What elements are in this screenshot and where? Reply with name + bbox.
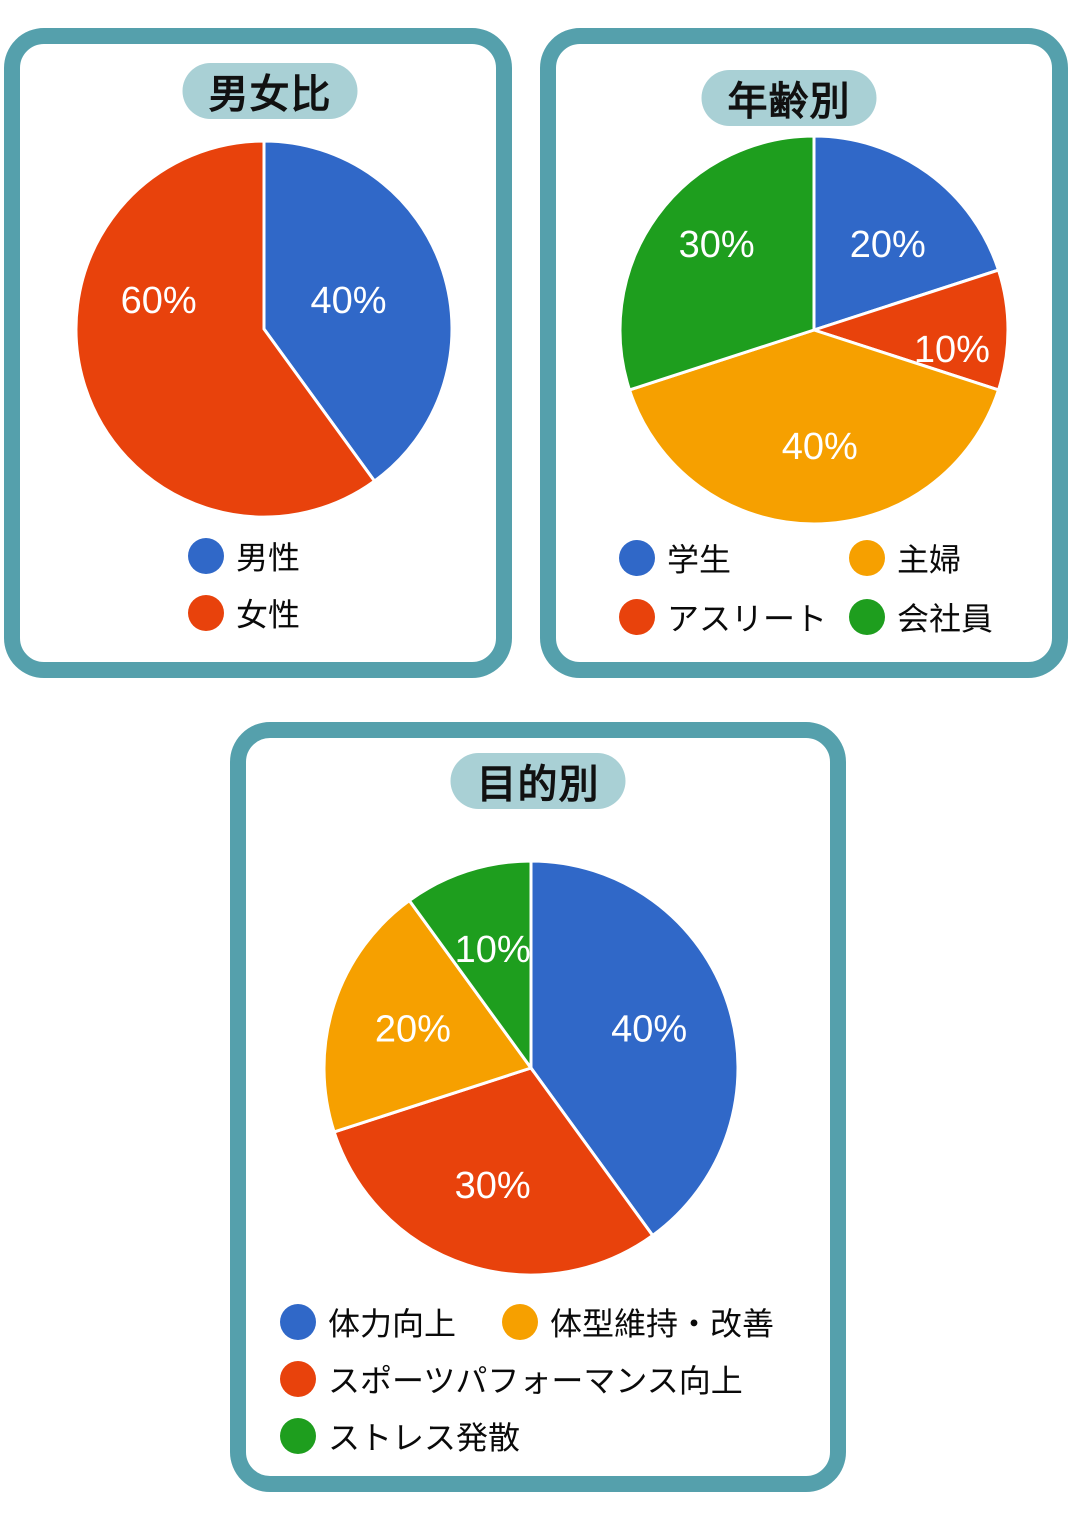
svg-text:30%: 30% bbox=[679, 224, 755, 266]
svg-text:40%: 40% bbox=[310, 280, 386, 322]
svg-text:20%: 20% bbox=[850, 224, 926, 266]
svg-text:40%: 40% bbox=[611, 1009, 687, 1051]
svg-text:30%: 30% bbox=[455, 1165, 531, 1207]
svg-text:20%: 20% bbox=[375, 1009, 451, 1051]
svg-text:10%: 10% bbox=[455, 929, 531, 971]
svg-text:40%: 40% bbox=[782, 426, 858, 468]
svg-text:10%: 10% bbox=[914, 329, 990, 371]
svg-text:60%: 60% bbox=[121, 280, 197, 322]
